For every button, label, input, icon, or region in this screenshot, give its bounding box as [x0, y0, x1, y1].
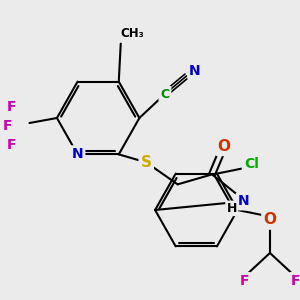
Text: N: N — [188, 64, 200, 78]
Text: S: S — [141, 155, 152, 170]
Text: N: N — [238, 194, 249, 208]
Text: F: F — [7, 138, 16, 152]
Text: F: F — [3, 119, 13, 133]
Text: N: N — [72, 147, 83, 161]
Text: H: H — [226, 202, 237, 215]
Text: F: F — [7, 100, 16, 114]
Text: F: F — [240, 274, 249, 288]
Text: C: C — [160, 88, 170, 100]
Text: O: O — [217, 139, 230, 154]
Text: O: O — [263, 212, 276, 227]
Text: Cl: Cl — [244, 157, 259, 171]
Text: CH₃: CH₃ — [121, 27, 144, 40]
Text: F: F — [291, 274, 300, 288]
